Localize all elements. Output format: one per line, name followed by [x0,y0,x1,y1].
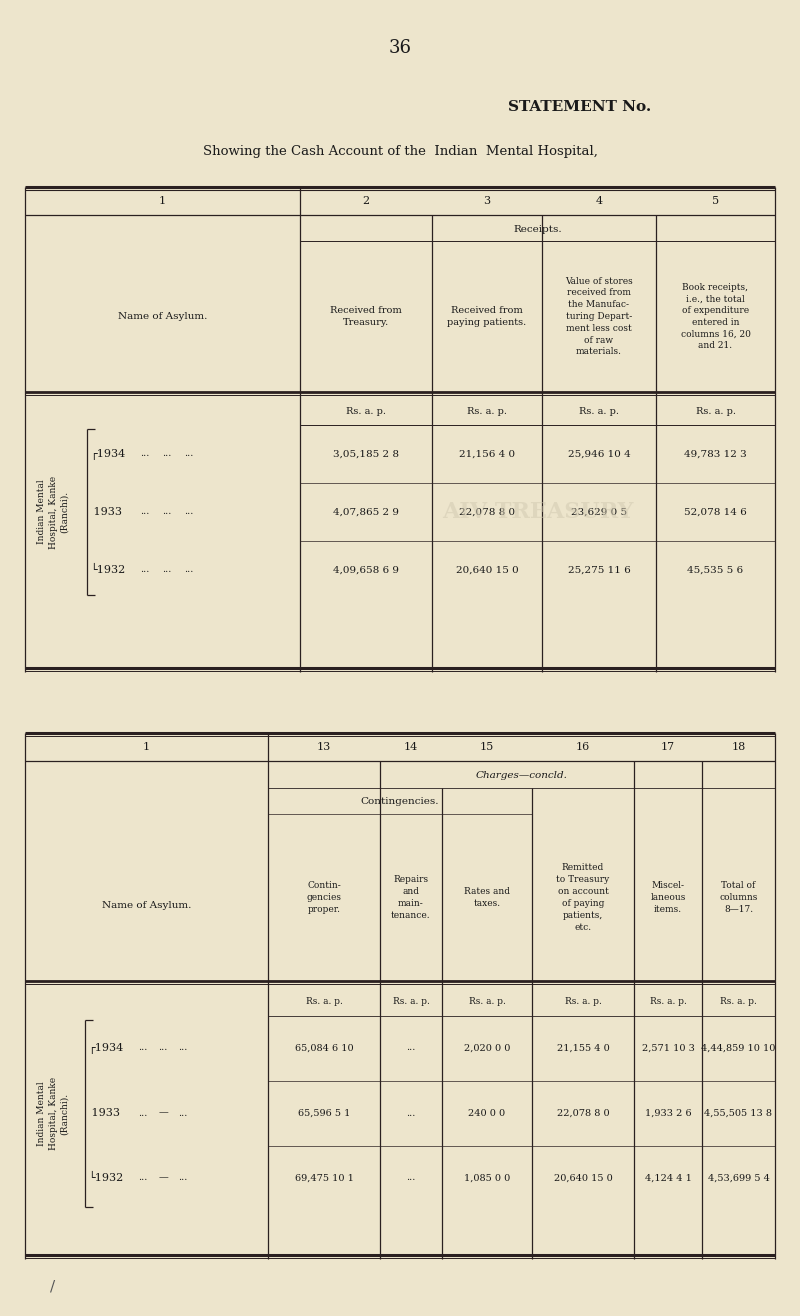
Text: Rs. a. p.: Rs. a. p. [650,996,686,1005]
Text: ...: ... [406,1108,416,1117]
Text: 23,629 0 5: 23,629 0 5 [571,508,627,516]
Text: ...: ... [178,1174,188,1183]
Text: ┌1934: ┌1934 [90,449,126,459]
Text: 1,933 2 6: 1,933 2 6 [645,1108,691,1117]
Text: 1933: 1933 [90,507,122,517]
Text: 45,535 5 6: 45,535 5 6 [687,566,743,575]
Text: Name of Asylum.: Name of Asylum. [102,901,191,909]
Text: ...: ... [184,508,194,516]
Text: 1,085 0 0: 1,085 0 0 [464,1174,510,1183]
Text: 15: 15 [480,742,494,751]
Text: 22,078 8 0: 22,078 8 0 [557,1108,610,1117]
Text: 13: 13 [317,742,331,751]
Text: Rs. a. p.: Rs. a. p. [467,408,507,416]
Text: ...: ... [406,1174,416,1183]
Text: 2,020 0 0: 2,020 0 0 [464,1044,510,1053]
Text: 4,07,865 2 9: 4,07,865 2 9 [333,508,399,516]
Text: 4,124 4 1: 4,124 4 1 [645,1174,691,1183]
Text: ...: ... [162,566,172,575]
Text: Miscel-
laneous
items.: Miscel- laneous items. [650,882,686,913]
Text: Rs. a. p.: Rs. a. p. [393,996,430,1005]
Text: 20,640 15 0: 20,640 15 0 [554,1174,612,1183]
Text: 2: 2 [362,196,370,207]
Text: 69,475 10 1: 69,475 10 1 [294,1174,354,1183]
Text: 4,55,505 13 8: 4,55,505 13 8 [705,1108,773,1117]
Text: 4,09,658 6 9: 4,09,658 6 9 [333,566,399,575]
Text: Rates and
taxes.: Rates and taxes. [464,887,510,908]
Text: 18: 18 [731,742,746,751]
Text: ...: ... [158,1044,168,1053]
Text: Name of Asylum.: Name of Asylum. [118,312,207,321]
Text: Total of
columns
8—17.: Total of columns 8—17. [719,882,758,913]
Text: 240 0 0: 240 0 0 [469,1108,506,1117]
Text: ┌1934: ┌1934 [88,1042,123,1054]
Text: 1: 1 [159,196,166,207]
Text: Indian Mental
Hospital, Kanke
(Ranchi).: Indian Mental Hospital, Kanke (Ranchi). [38,475,69,549]
Text: Book receipts,
i.e., the total
of expenditure
entered in
columns 16, 20
and 21.: Book receipts, i.e., the total of expend… [681,283,750,350]
Text: 3: 3 [483,196,490,207]
Text: ...: ... [138,1044,148,1053]
Text: └1932: └1932 [90,565,126,575]
Text: ...: ... [178,1044,188,1053]
Text: ...: ... [162,450,172,458]
Text: —: — [158,1108,168,1117]
Text: ...: ... [184,566,194,575]
Text: Contingencies.: Contingencies. [361,797,439,807]
Text: 3,05,185 2 8: 3,05,185 2 8 [333,450,399,458]
Text: /: / [50,1279,55,1294]
Text: 25,946 10 4: 25,946 10 4 [568,450,630,458]
Text: ...: ... [162,508,172,516]
Text: 21,156 4 0: 21,156 4 0 [459,450,515,458]
Text: 49,783 12 3: 49,783 12 3 [684,450,747,458]
Text: 22,078 8 0: 22,078 8 0 [459,508,515,516]
Text: ...: ... [140,566,150,575]
Text: AIV TREASURY: AIV TREASURY [442,501,633,522]
Text: Receipts.: Receipts. [513,225,562,233]
Text: Rs. a. p.: Rs. a. p. [720,996,757,1005]
Text: 14: 14 [404,742,418,751]
Text: 21,155 4 0: 21,155 4 0 [557,1044,610,1053]
Text: 4,53,699 5 4: 4,53,699 5 4 [707,1174,770,1183]
Text: 4: 4 [595,196,602,207]
Text: Rs. a. p.: Rs. a. p. [695,408,735,416]
Text: Repairs
and
main-
tenance.: Repairs and main- tenance. [391,875,431,920]
Text: 20,640 15 0: 20,640 15 0 [456,566,518,575]
Text: STATEMENT No.: STATEMENT No. [508,100,652,114]
Text: Indian Mental
Hospital, Kanke
(Ranchi).: Indian Mental Hospital, Kanke (Ranchi). [38,1076,69,1150]
Text: Rs. a. p.: Rs. a. p. [565,996,602,1005]
Text: 52,078 14 6: 52,078 14 6 [684,508,747,516]
Text: —: — [158,1174,168,1183]
Text: Received from
Treasury.: Received from Treasury. [330,305,402,328]
Text: ...: ... [138,1174,148,1183]
Text: Remitted
to Treasury
on account
of paying
patients,
etc.: Remitted to Treasury on account of payin… [556,863,610,932]
Text: 65,084 6 10: 65,084 6 10 [294,1044,354,1053]
Text: 16: 16 [576,742,590,751]
Text: Rs. a. p.: Rs. a. p. [346,408,386,416]
Text: ...: ... [178,1108,188,1117]
Text: 5: 5 [712,196,719,207]
Text: Received from
paying patients.: Received from paying patients. [447,305,526,328]
Text: 65,596 5 1: 65,596 5 1 [298,1108,350,1117]
Text: 1: 1 [143,742,150,751]
Text: 25,275 11 6: 25,275 11 6 [568,566,630,575]
Text: ...: ... [406,1044,416,1053]
Text: Contin-
gencies
proper.: Contin- gencies proper. [306,882,342,913]
Text: Value of stores
received from
the Manufac-
turing Depart-
ment less cost
of raw
: Value of stores received from the Manufa… [565,276,633,357]
Text: ...: ... [140,450,150,458]
Text: 36: 36 [389,39,411,57]
Text: Rs. a. p.: Rs. a. p. [306,996,342,1005]
Text: ...: ... [184,450,194,458]
Text: 17: 17 [661,742,675,751]
Text: 4,44,859 10 10: 4,44,859 10 10 [702,1044,776,1053]
Text: Rs. a. p.: Rs. a. p. [579,408,619,416]
Text: 2,571 10 3: 2,571 10 3 [642,1044,694,1053]
Text: Showing the Cash Account of the  Indian  Mental Hospital,: Showing the Cash Account of the Indian M… [202,146,598,158]
Text: Charges—concld.: Charges—concld. [475,771,567,780]
Text: Rs. a. p.: Rs. a. p. [469,996,506,1005]
Text: ...: ... [138,1108,148,1117]
Text: └1932: └1932 [88,1173,123,1183]
Text: 1933: 1933 [88,1108,120,1119]
Text: ...: ... [140,508,150,516]
